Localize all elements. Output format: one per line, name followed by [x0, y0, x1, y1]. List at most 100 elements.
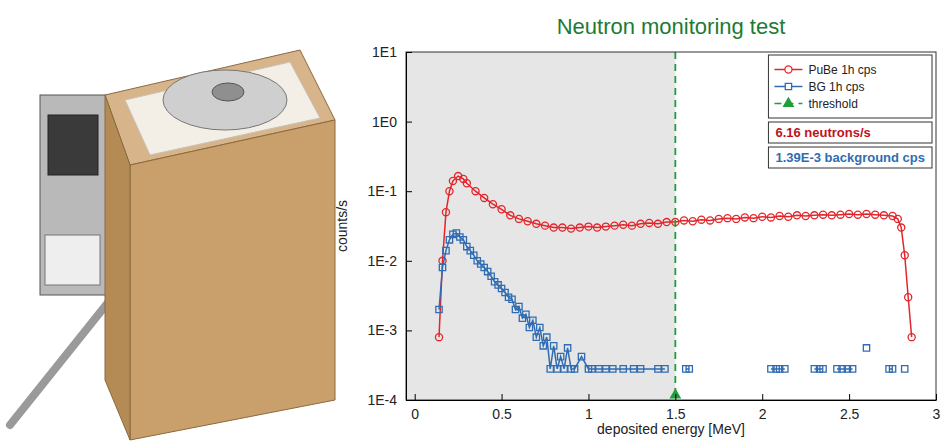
series-marker — [571, 366, 577, 372]
battery — [45, 235, 100, 285]
y-tick-label: 1E-2 — [367, 253, 397, 269]
x-tick-mark — [588, 394, 589, 400]
x-tick-label: 2.5 — [840, 406, 860, 422]
series-marker — [637, 220, 644, 227]
series-marker — [630, 366, 636, 372]
plot-frame — [406, 52, 936, 400]
series-marker — [889, 366, 895, 372]
series-marker — [776, 212, 783, 219]
series-marker — [564, 345, 570, 351]
plot-area — [406, 52, 915, 400]
x-tick-mark — [762, 394, 763, 400]
x-tick: 2.5 — [840, 394, 860, 422]
series-marker — [442, 209, 449, 216]
chart-title: Neutron monitoring test — [557, 14, 786, 39]
series-marker — [557, 353, 563, 359]
x-tick-mark — [415, 394, 416, 400]
x-tick-label: 1.5 — [666, 406, 686, 422]
series-marker — [828, 212, 835, 219]
series-marker — [559, 224, 566, 231]
y-tick-mark — [406, 400, 412, 401]
x-tick-label: 1 — [585, 406, 593, 422]
pipe — [10, 300, 110, 425]
y-tick-label: 1E-1 — [367, 183, 397, 199]
box-side — [105, 95, 130, 440]
series-marker — [446, 188, 453, 195]
series-marker — [767, 214, 774, 221]
legend-marker — [784, 98, 794, 106]
series-marker — [524, 218, 531, 225]
x-tick-mark — [936, 394, 937, 400]
series-marker — [550, 224, 557, 231]
box-front — [130, 120, 335, 440]
series-marker — [481, 194, 488, 201]
x-axis-line — [407, 400, 937, 401]
series-marker — [872, 211, 879, 218]
series-marker — [837, 211, 844, 218]
series-marker — [854, 211, 861, 218]
x-tick: 0 — [411, 394, 419, 422]
series-marker — [435, 334, 442, 341]
y-tick-label: 1E-3 — [367, 322, 397, 338]
x-tick-label: 2 — [759, 406, 767, 422]
series-marker — [509, 296, 515, 302]
circuit-board — [48, 115, 98, 175]
series-marker — [544, 334, 550, 340]
y-tick-mark — [406, 191, 412, 192]
x-tick: 2 — [759, 394, 767, 422]
y-tick: 1E-2 — [367, 253, 412, 269]
x-tick: 3 — [933, 394, 941, 422]
series-marker — [439, 264, 445, 270]
x-tick-label: 0.5 — [492, 406, 512, 422]
series-marker — [905, 294, 912, 301]
x-tick-label: 0 — [411, 406, 419, 422]
x-tick: 1.5 — [666, 394, 686, 422]
y-axis-line — [406, 53, 407, 401]
x-axis: 0 0.5 1 1.5 2 2.5 3 — [407, 394, 941, 422]
y-tick-label: 1E0 — [372, 114, 397, 130]
series-marker — [898, 224, 905, 231]
series-marker — [589, 366, 595, 372]
y-tick: 1E0 — [372, 114, 412, 130]
series-marker — [515, 215, 522, 222]
y-tick: 1E-1 — [367, 183, 412, 199]
series-marker — [662, 366, 668, 372]
series-marker — [540, 343, 546, 349]
series-marker — [863, 345, 869, 351]
series-marker — [537, 324, 543, 330]
series-marker — [715, 215, 722, 222]
series-marker — [611, 222, 618, 229]
series-marker — [902, 366, 908, 372]
y-tick-label: 1E1 — [372, 44, 397, 60]
y-tick: 1E1 — [372, 44, 412, 60]
y-axis: 1E-4 1E-3 1E-2 1E-1 1E0 1E1 — [367, 44, 412, 408]
series-marker — [908, 334, 915, 341]
series-marker — [686, 366, 692, 372]
x-tick: 1 — [585, 394, 593, 422]
series-marker — [628, 222, 635, 229]
series-marker — [554, 366, 560, 372]
series-marker — [576, 224, 583, 231]
y-tick-mark — [406, 330, 412, 331]
below-threshold-region — [406, 52, 675, 400]
moderator — [163, 70, 287, 130]
series-marker — [863, 210, 870, 217]
series-marker — [585, 223, 592, 230]
y-tick: 1E-4 — [367, 392, 412, 408]
legend: PuBe 1h cpsBG 1h cpsthreshold — [768, 55, 932, 118]
series-marker — [655, 366, 661, 372]
y-tick: 1E-3 — [367, 322, 412, 338]
series-marker — [759, 213, 766, 220]
series-marker — [802, 212, 809, 219]
series-marker — [551, 343, 557, 349]
series-marker — [620, 221, 627, 228]
series-marker — [533, 334, 539, 340]
x-axis-title: deposited energy [MeV] — [597, 421, 745, 437]
legend-marker — [785, 83, 791, 89]
series-marker — [507, 212, 514, 219]
series-marker — [516, 303, 522, 309]
x-tick-mark — [502, 394, 503, 400]
foam — [125, 62, 320, 155]
electronics-box — [40, 95, 110, 295]
series-marker — [533, 220, 540, 227]
